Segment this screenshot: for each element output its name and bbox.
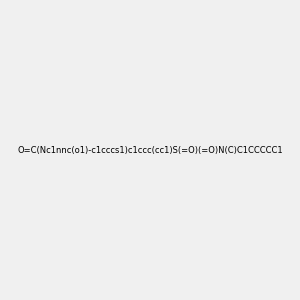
Text: O=C(Nc1nnc(o1)-c1cccs1)c1ccc(cc1)S(=O)(=O)N(C)C1CCCCC1: O=C(Nc1nnc(o1)-c1cccs1)c1ccc(cc1)S(=O)(=… — [17, 146, 283, 154]
